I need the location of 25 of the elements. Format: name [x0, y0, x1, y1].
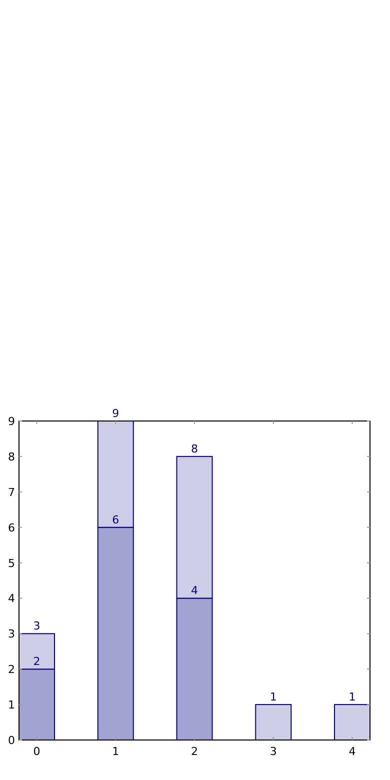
total-label: 1 [348, 690, 356, 704]
y-tick-label: 7 [8, 486, 15, 499]
y-tick-label: 9 [8, 415, 15, 428]
x-tick-label: 2 [191, 745, 198, 758]
total-label: 1 [270, 690, 277, 704]
y-tick-label: 1 [8, 698, 15, 712]
x-tick-label: 3 [270, 745, 277, 758]
y-tick-label: 2 [8, 663, 15, 676]
y-tick-label: 4 [8, 592, 15, 606]
total-label: 3 [33, 620, 40, 633]
bar [255, 704, 292, 740]
data-label: 2 [33, 655, 40, 668]
x-tick-label: 4 [348, 745, 356, 758]
total-label: 9 [112, 407, 120, 420]
bar [334, 704, 370, 740]
x-tick-label: 1 [112, 745, 120, 758]
total-label: 8 [191, 442, 198, 456]
y-tick-label: 6 [8, 521, 15, 534]
y-tick-label: 0 [8, 734, 15, 747]
data-label: 4 [191, 584, 198, 598]
y-tick-label: 8 [8, 450, 15, 464]
x-tick-label: 0 [33, 745, 40, 758]
y-tick-label: 5 [8, 556, 15, 570]
data-label: 6 [112, 513, 120, 526]
y-tick-label: 3 [8, 628, 15, 641]
